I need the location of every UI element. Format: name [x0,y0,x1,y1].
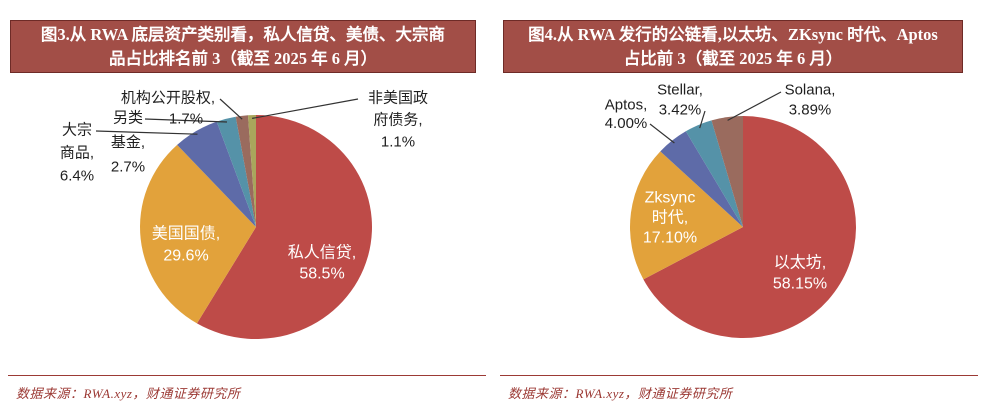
pie-label-美国国债: 美国国债, [152,225,220,243]
pie-slice-Solana [711,116,743,227]
pie-label-Zksync 时代: Zksync [645,190,696,207]
pie-slice-非美国政府债务 [247,115,256,227]
pie-label-Solana: 3.89% [789,102,832,119]
pie-slice-私人信贷 [196,115,373,339]
pie-slice-机构公开股权 [235,115,256,227]
pie-label-Aptos: Aptos, [605,97,648,114]
pie-label-Zksync 时代: 时代, [652,209,688,227]
pie-label-机构公开股权: 1.7% [169,111,203,128]
pie-label-美国国债: 29.6% [163,248,208,265]
pie-slice-大宗商品 [177,121,256,227]
leader-line-另类基金 [144,118,228,123]
leader-line-非美国政府债务 [251,98,359,119]
pie-label-大宗商品: 商品, [60,145,94,162]
pie-label-另类基金: 另类 [113,110,143,127]
leader-line-Stellar [699,110,706,129]
pie-label-Solana: Solana, [785,82,836,99]
pie-label-大宗商品: 6.4% [60,168,94,185]
leader-line-大宗商品 [95,130,198,135]
pie-slice-另类基金 [216,116,256,227]
figure3-title: 图3.从 RWA 底层资产类别看，私人信贷、美债、大宗商 品占比排名前 3（截至… [10,20,476,73]
figure4-source-note: 数据来源：RWA.xyz，财通证券研究所 [508,386,733,401]
pie-label-Stellar: 3.42% [659,102,702,119]
figure3-panel: 图3.从 RWA 底层资产类别看，私人信贷、美债、大宗商 品占比排名前 3（截至… [8,20,486,402]
pie-label-大宗商品: 大宗 [62,121,92,139]
figure3-source-divider [8,375,486,376]
pie-label-Aptos: 4.00% [605,115,648,132]
pie-slice-美国国债 [140,144,256,324]
figure4-source-divider [500,375,978,376]
pie-label-Stellar: Stellar, [657,82,703,99]
pie-slice-以太坊 [643,116,856,339]
pie-slice-Aptos [660,131,743,227]
pie-label-机构公开股权: 机构公开股权, [121,90,215,107]
pie-label-以太坊: 58.15% [773,276,827,293]
pie-label-私人信贷: 58.5% [299,266,344,283]
pie-label-另类基金: 基金, [111,134,145,151]
pie-label-非美国政府债务: 府债务, [373,112,422,129]
figure4-title-line1: 图4.从 RWA 发行的公链看,以太坊、ZKsync 时代、Aptos [528,25,938,44]
pie-label-非美国政府债务: 1.1% [381,134,415,151]
leader-line-机构公开股权 [219,98,243,120]
figure4-title-line2: 占比前 3（截至 2025 年 6 月） [623,49,843,68]
figure3-title-line1: 图3.从 RWA 底层资产类别看，私人信贷、美债、大宗商 [40,25,446,44]
figure3-title-line2: 品占比排名前 3（截至 2025 年 6 月） [108,49,378,68]
leader-line-Solana [727,91,782,121]
pie-label-以太坊: 以太坊, [774,254,826,272]
pie-chart-rwa-public-chains: 以太坊, 58.15% Zksync 时代, 17.10% Aptos,4.00% Stel… [605,82,856,339]
figure4-panel: 图4.从 RWA 发行的公链看,以太坊、ZKsync 时代、Aptos 占比前 … [500,20,978,402]
pie-label-Zksync 时代: 17.10% [643,230,697,247]
pie-slice-Zksync 时代 [629,151,743,280]
figure4-title: 图4.从 RWA 发行的公链看,以太坊、ZKsync 时代、Aptos 占比前 … [503,20,963,73]
pie-label-非美国政府债务: 非美国政 [368,90,428,107]
pie-label-另类基金: 2.7% [111,159,145,176]
figure3-source-note: 数据来源：RWA.xyz，财通证券研究所 [16,386,241,401]
pie-slice-Stellar [685,120,743,227]
leader-line-Aptos [649,123,675,144]
pie-label-私人信贷: 私人信贷, [288,244,356,262]
